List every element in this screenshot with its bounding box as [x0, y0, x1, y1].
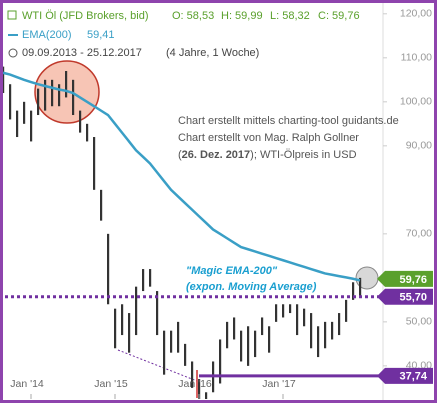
price-bar [170, 330, 173, 353]
price-bar [338, 313, 341, 336]
open: O: 58,53 [172, 10, 214, 22]
price-bar [296, 304, 299, 336]
price-bar [100, 189, 103, 221]
price-bar [3, 66, 5, 94]
price-bar [37, 88, 40, 116]
price-bar [324, 321, 327, 349]
x-tick-label: Jan '17 [262, 378, 296, 390]
price-bar [331, 321, 334, 340]
price-bar [135, 286, 138, 336]
y-tick-label: 100,00 [400, 96, 432, 108]
price-bar [289, 304, 292, 314]
ema-subtitle: (expon. Moving Average) [186, 281, 317, 293]
note: (26. Dez. 2017); WTI-Ölpreis in USD [178, 149, 357, 161]
price-bar [184, 343, 187, 366]
price-bar [163, 330, 166, 375]
note: Chart erstellt von Mag. Ralph Gollner [178, 132, 359, 144]
price-bar [254, 330, 257, 358]
price-bar [107, 233, 110, 305]
x-tick-label: Jan '14 [10, 378, 44, 390]
value-label: 55,70 [399, 292, 427, 304]
duration: (4 Jahre, 1 Woche) [166, 47, 259, 59]
note: Chart erstellt mittels charting-tool gui… [178, 115, 399, 127]
price-bar [114, 308, 117, 349]
note-part: ( [178, 149, 182, 161]
x-tick-label: Jan '16 [178, 378, 212, 390]
price-bar [44, 79, 47, 111]
ema-line [3, 71, 361, 282]
plot-area [3, 66, 362, 399]
price-bar [9, 84, 12, 120]
value-box [377, 288, 433, 305]
y-tick-label: 120,00 [400, 8, 432, 20]
value-box [377, 270, 433, 287]
price-bar [177, 321, 180, 353]
price-bar [310, 313, 313, 349]
price-bar [240, 330, 243, 362]
price-bar [128, 313, 131, 353]
price-bar [198, 379, 201, 399]
price-bar [303, 308, 306, 327]
price-bar [226, 321, 229, 349]
value-label: 37,74 [399, 371, 427, 383]
legend-swatch [7, 10, 17, 20]
price-bar [275, 304, 278, 322]
price-bar [58, 84, 61, 107]
value-box [377, 367, 433, 384]
price-bar [79, 110, 82, 133]
header: WTI Öl (JFD Brokers, bid) O: 58,53 H: 59… [7, 10, 360, 59]
notes: Chart erstellt mittels charting-tool gui… [178, 115, 399, 293]
price-bar [352, 282, 355, 300]
note-date: 26. Dez. 2017 [182, 149, 251, 161]
y-tick-label: 90,00 [406, 140, 432, 152]
y-tick-label: 50,00 [406, 316, 432, 328]
price-bar [86, 123, 89, 142]
price-bar [191, 361, 194, 388]
price-bar [345, 299, 348, 322]
low: L: 58,32 [270, 10, 310, 22]
price-bar [205, 392, 208, 399]
clock-icon [8, 48, 18, 58]
price-bar [282, 304, 285, 318]
y-tick-label: 70,00 [406, 228, 432, 240]
instrument: WTI Öl (JFD Brokers, bid) [22, 10, 149, 22]
price-bar [268, 326, 271, 353]
indicator-value: 59,41 [87, 29, 115, 41]
price-bar [72, 79, 75, 116]
close: C: 59,76 [318, 10, 360, 22]
price-bar [219, 339, 222, 384]
indicator: EMA(200) [22, 29, 72, 41]
price-bar [233, 317, 236, 340]
high: H: 59,99 [221, 10, 263, 22]
price-bar [317, 326, 320, 358]
price-bar [51, 79, 54, 107]
price-bar [93, 137, 96, 190]
price-bar [359, 277, 362, 296]
price-bar [142, 269, 145, 292]
price-bar [247, 326, 250, 366]
ema-title: "Magic EMA-200" [186, 265, 278, 277]
price-bar [261, 317, 264, 336]
axes: 40,0050,0070,0090,00100,00110,00120,00Ja… [10, 8, 432, 399]
date-range: 09.09.2013 - 25.12.2017 [22, 47, 142, 59]
note-part: ); WTI-Ölpreis in USD [250, 149, 356, 161]
value-label: 59,76 [399, 274, 427, 286]
price-bar [121, 304, 124, 336]
price-bar [149, 269, 152, 287]
y-tick-label: 110,00 [401, 52, 432, 64]
price-bar [16, 110, 19, 138]
price-bar [65, 71, 68, 98]
x-tick-label: Jan '15 [94, 378, 128, 390]
price-bar [156, 291, 159, 336]
price-bar [30, 110, 33, 142]
price-bar [23, 101, 26, 124]
